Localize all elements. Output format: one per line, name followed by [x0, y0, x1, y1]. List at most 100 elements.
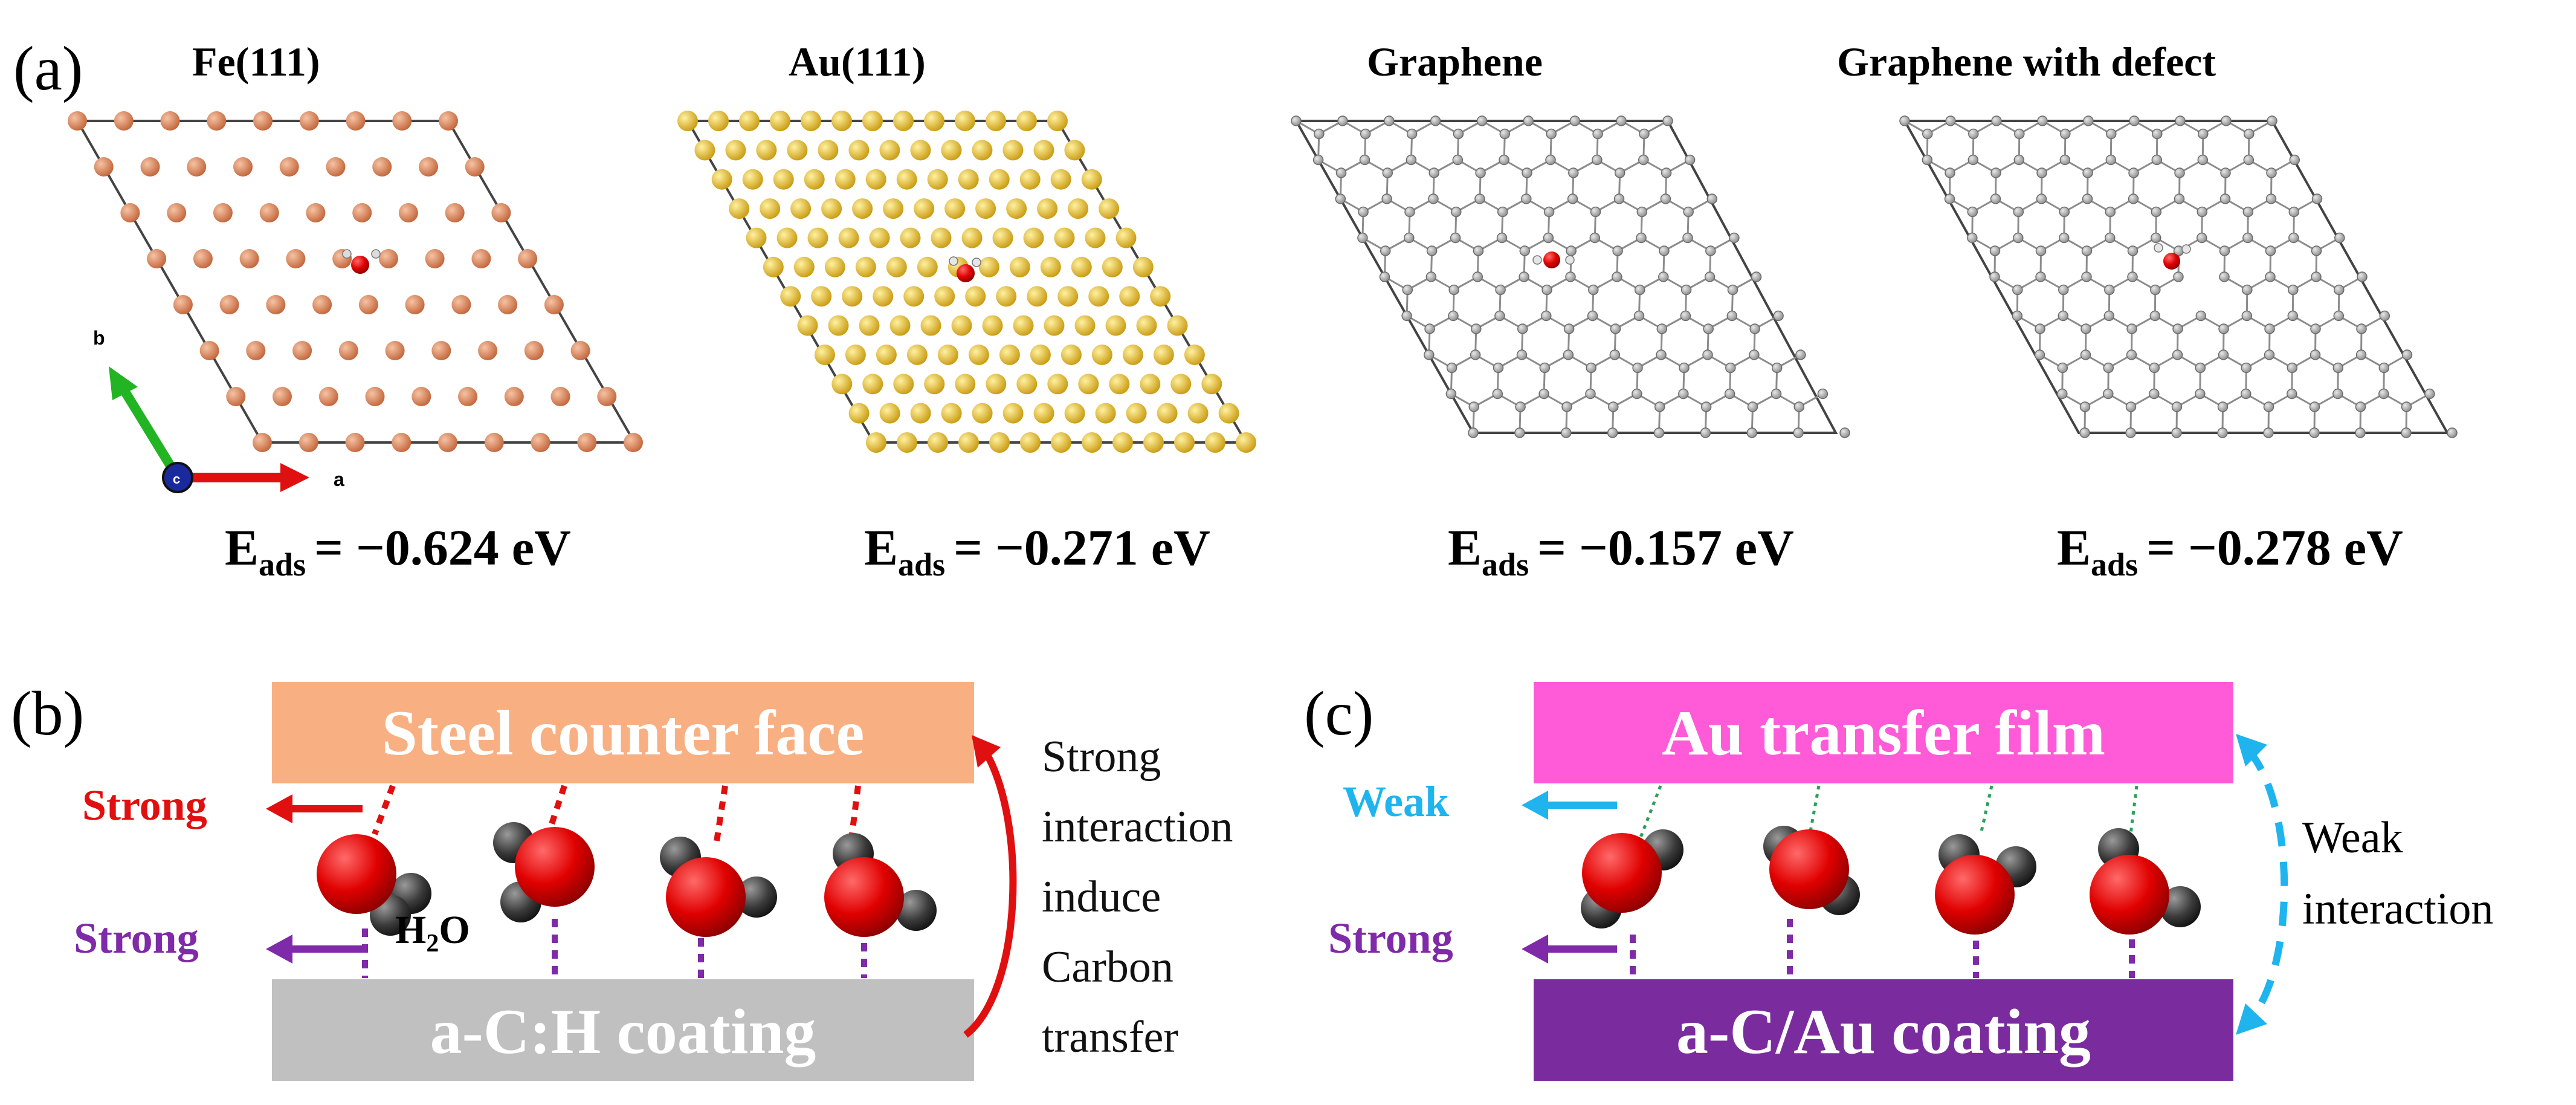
atom — [2103, 388, 2114, 400]
atom — [1519, 245, 1531, 256]
atom — [1023, 227, 1044, 248]
atom — [1381, 193, 1392, 204]
atom — [1922, 128, 1933, 140]
c-water-1 — [1581, 829, 1683, 928]
atom — [544, 295, 564, 314]
atom — [1472, 271, 1483, 282]
atom — [2219, 193, 2231, 204]
atom — [2195, 388, 2206, 400]
c-side-line-1: Weak — [2302, 813, 2403, 863]
atom — [978, 256, 999, 277]
atom — [1589, 232, 1601, 244]
atom — [1291, 115, 1302, 126]
c-water-3 — [1935, 834, 2036, 935]
atom — [2378, 362, 2390, 374]
water-adsorbate-au — [949, 256, 981, 282]
atom — [2332, 388, 2343, 400]
water-adsorbate-graphene-defect — [2154, 243, 2191, 270]
atom — [1091, 344, 1112, 365]
graphene-supercell — [1294, 120, 1838, 434]
atom — [2105, 232, 2116, 244]
axis-c-label: c — [173, 471, 180, 487]
atom — [893, 374, 914, 395]
atom — [2288, 284, 2299, 296]
atom — [1678, 388, 1689, 400]
atom — [2447, 427, 2458, 438]
atom — [1968, 154, 1979, 166]
atom — [1653, 427, 1665, 438]
atom — [2355, 401, 2366, 412]
b-side-line-4: Carbon — [1042, 942, 1173, 992]
atom — [1658, 271, 1669, 282]
atom — [2036, 167, 2047, 178]
atom — [965, 286, 986, 307]
atom — [897, 432, 917, 453]
atom — [2103, 362, 2114, 374]
atom — [1201, 374, 1222, 395]
atom — [1639, 128, 1650, 140]
atom — [1068, 198, 1089, 219]
atom — [1493, 362, 1504, 374]
atom — [378, 249, 398, 268]
atom — [451, 295, 471, 314]
atom — [1401, 310, 1412, 322]
atom — [1218, 403, 1239, 424]
atom — [1496, 232, 1508, 244]
crystal-axes — [109, 366, 309, 493]
b-water-4 — [824, 833, 937, 937]
atom — [326, 157, 346, 177]
atom — [1236, 432, 1256, 453]
atom — [1684, 154, 1696, 166]
atom — [910, 140, 931, 161]
b-water-3 — [660, 837, 777, 937]
atom — [345, 433, 365, 452]
atom — [1726, 310, 1738, 322]
atom — [2079, 401, 2091, 412]
atom — [2037, 115, 2048, 126]
steel-counter-face-box — [272, 682, 974, 783]
panel-c-label: (c) — [1304, 679, 1374, 748]
atom — [2149, 310, 2161, 322]
atom — [1568, 167, 1579, 178]
atom — [1033, 403, 1054, 424]
atom — [2035, 245, 2047, 256]
atom — [385, 341, 405, 360]
atom — [2125, 427, 2136, 438]
atom — [2058, 284, 2069, 296]
atom — [577, 433, 597, 452]
atom — [1122, 344, 1143, 365]
atom — [2218, 349, 2229, 360]
atom — [1051, 432, 1071, 453]
atom — [2310, 323, 2321, 334]
atom — [1112, 432, 1133, 453]
atom — [848, 403, 870, 424]
atom — [1592, 128, 1603, 140]
atom — [1634, 284, 1645, 296]
atom — [1662, 115, 1673, 126]
atom — [1569, 115, 1581, 126]
au-transfer-film-label: Au transfer film — [1662, 698, 2105, 768]
atom — [2151, 232, 2161, 244]
atom — [1703, 323, 1714, 334]
atom — [821, 198, 842, 219]
atom — [818, 140, 839, 161]
atom — [1050, 169, 1071, 190]
atom — [906, 344, 928, 365]
atom — [1656, 349, 1667, 360]
atom — [1057, 286, 1079, 307]
atom — [1565, 271, 1576, 282]
atom — [927, 169, 948, 190]
atom — [2334, 232, 2345, 244]
atom — [2309, 427, 2320, 438]
atom — [1771, 362, 1783, 374]
atom — [2174, 193, 2185, 204]
c-water-4 — [2090, 828, 2201, 935]
atom — [213, 203, 233, 222]
atom — [1538, 388, 1549, 400]
atom — [1541, 310, 1552, 322]
atom — [1729, 232, 1740, 244]
atom — [1543, 206, 1555, 218]
atom — [824, 256, 845, 277]
atom — [986, 374, 1007, 395]
